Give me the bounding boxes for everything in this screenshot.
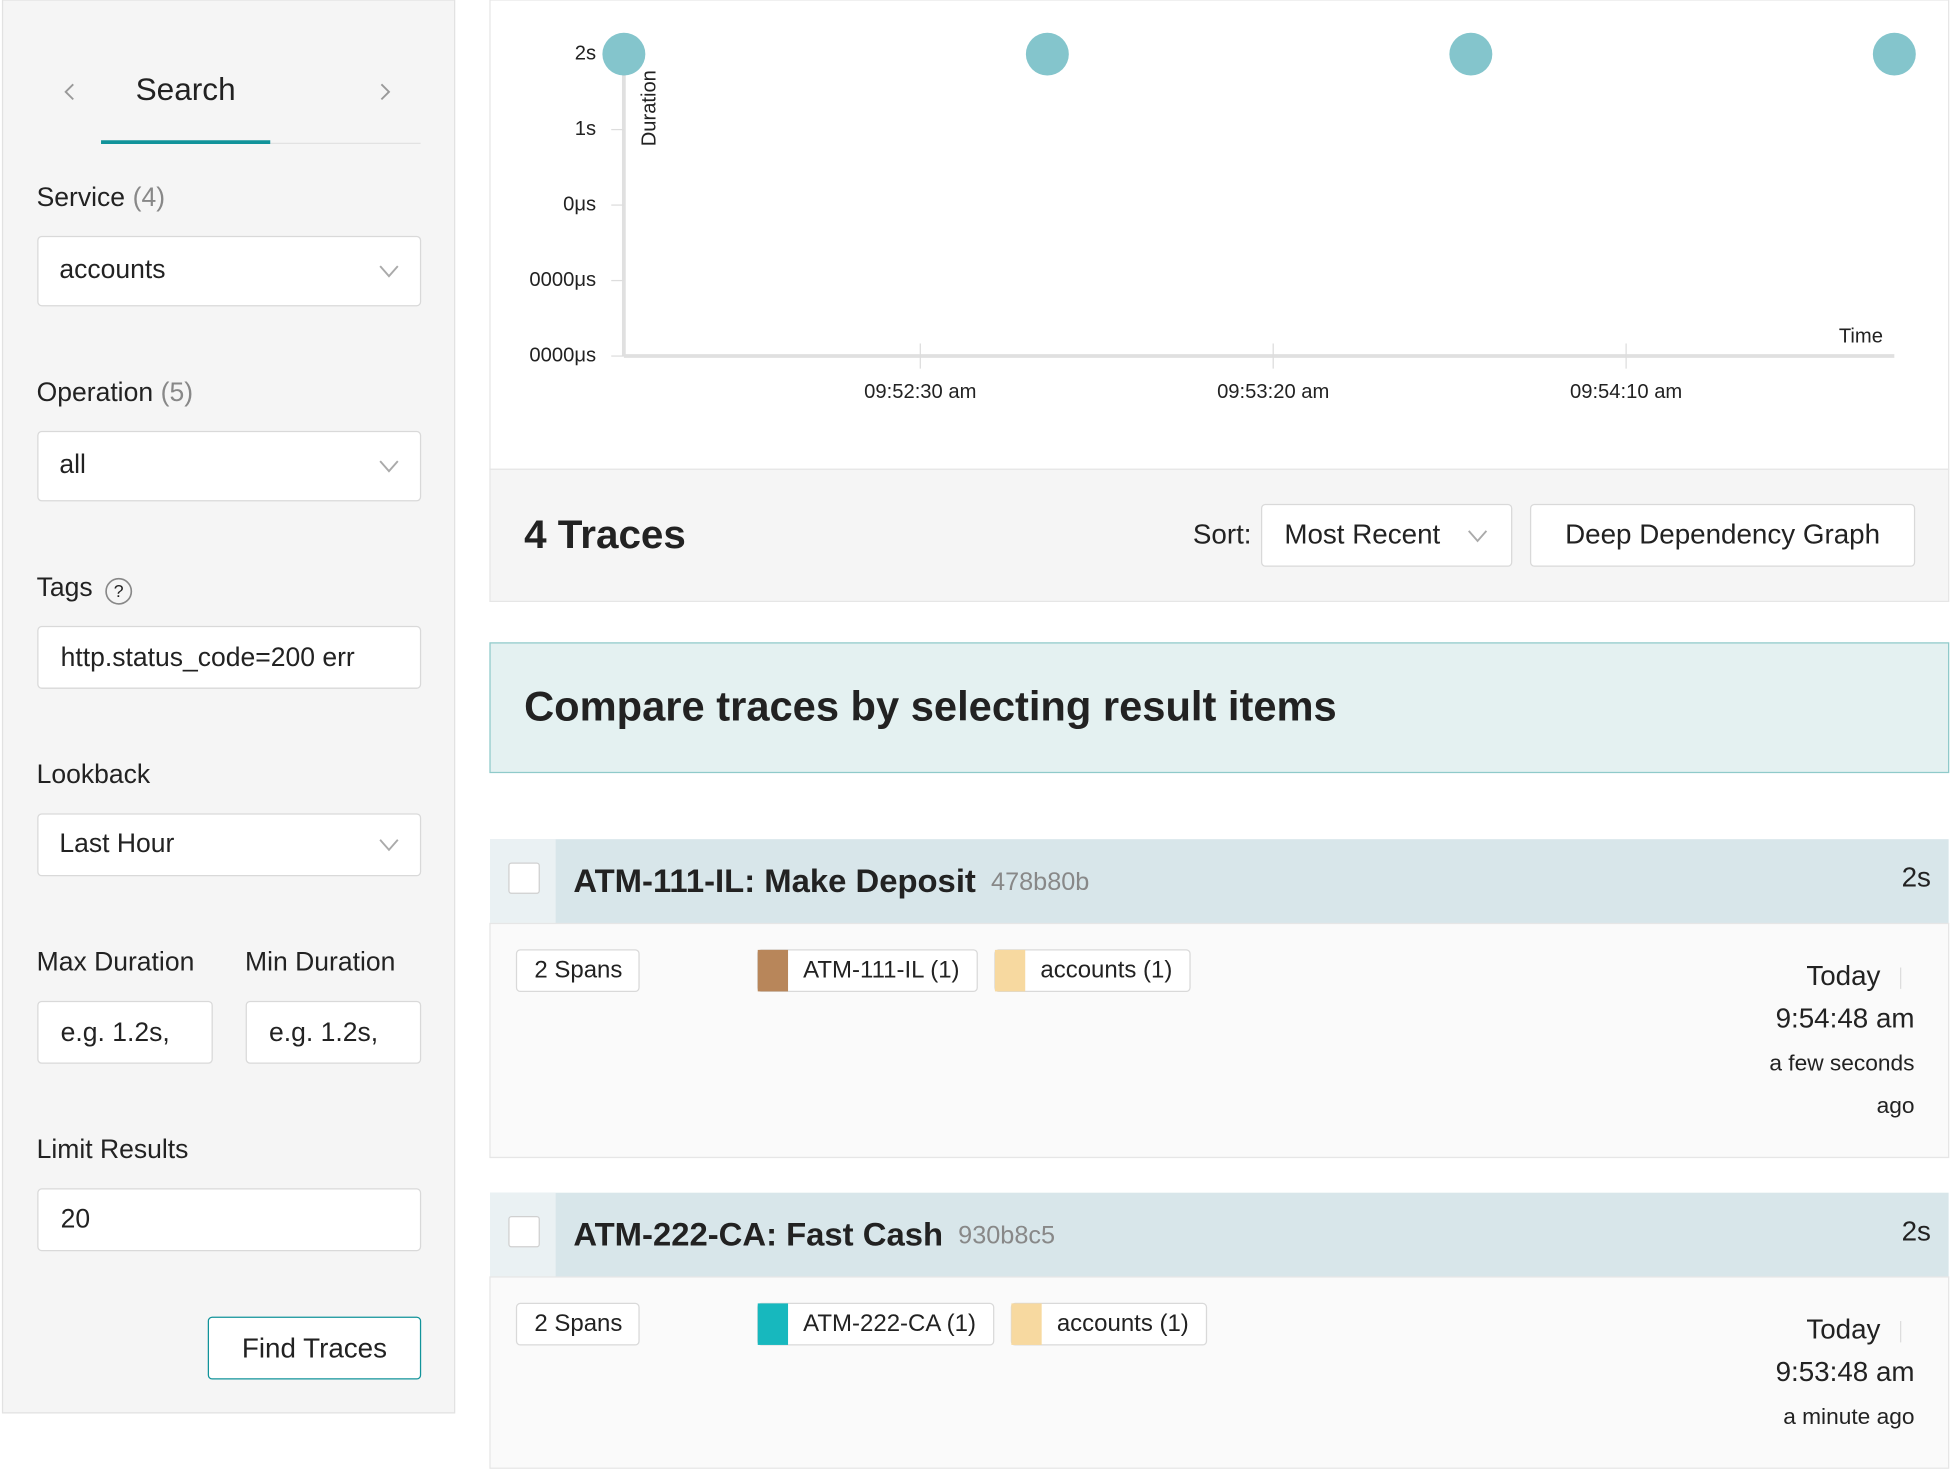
trace-date: Today [1806, 960, 1880, 991]
trace-id: 930b8c5 [958, 1221, 1055, 1249]
y-tick-label: 2s [575, 42, 596, 64]
y-tick-label: 0μs [563, 193, 596, 215]
trace-point[interactable] [602, 32, 646, 76]
limit-value: 20 [61, 1203, 91, 1233]
service-name: ATM-111-IL (1) [803, 957, 959, 984]
min-duration-input[interactable] [245, 1000, 422, 1064]
ddg-label: Deep Dependency Graph [1565, 518, 1880, 549]
trace-ago: ago [1877, 1092, 1915, 1118]
y-tick-label: 1s [575, 118, 596, 140]
trace-header[interactable] [490, 1192, 1949, 1277]
field-label: Tags [37, 572, 93, 602]
service-name: accounts (1) [1040, 957, 1172, 984]
span-count: 2 Spans [534, 957, 622, 984]
field-label: Min Duration [245, 947, 395, 977]
trace-body [489, 1276, 1950, 1469]
dropdown-arrow [1468, 530, 1488, 543]
select-value: accounts [59, 254, 165, 284]
trace-point[interactable] [1025, 32, 1069, 76]
traces-count: 4 Traces [524, 511, 686, 557]
sort-select[interactable] [1260, 503, 1513, 567]
trace-point[interactable] [1872, 32, 1916, 76]
y-tick-label: 0000μs [529, 269, 596, 291]
trace-title: ATM-222-CA: Fast Cash 930b8c5 [573, 1215, 1055, 1252]
trace-title: ATM-111-IL: Make Deposit 478b80b [573, 862, 1089, 899]
trace-time: 9:53:48 am [1776, 1356, 1915, 1387]
trace-point[interactable] [1449, 32, 1493, 76]
field-label: Service (4) [37, 182, 165, 212]
compare-banner [489, 642, 1950, 774]
label-count: (4) [133, 182, 165, 212]
field-label: Max Duration [37, 947, 195, 977]
sort-label: Sort: [1193, 518, 1252, 549]
placeholder: e.g. 1.2s, [61, 1017, 170, 1047]
trace-header[interactable] [490, 839, 1949, 924]
button-label: Find Traces [242, 1332, 387, 1363]
x-tick-label: 09:52:30 am [864, 381, 976, 403]
trace-ago: a minute ago [1783, 1403, 1914, 1429]
y-axis-title: Duration [639, 70, 661, 146]
compare-text: Compare traces by selecting result items [524, 683, 1337, 730]
service-color [1011, 1303, 1042, 1345]
label-count: (5) [161, 377, 193, 407]
limit-input[interactable] [37, 1188, 422, 1252]
x-tick-label: 09:53:20 am [1217, 381, 1329, 403]
sort-value: Most Recent [1284, 518, 1440, 549]
tags-input[interactable] [37, 625, 422, 689]
help-icon [105, 577, 133, 605]
trace-checkbox[interactable] [508, 1215, 540, 1248]
select-box[interactable] [37, 813, 422, 877]
sidebar [1, 0, 456, 1414]
select-value: Last Hour [59, 828, 174, 858]
tab-search: Search [136, 71, 236, 107]
field-label: Lookback [37, 759, 151, 789]
trace-id: 478b80b [991, 868, 1089, 896]
ddg-button[interactable] [1529, 503, 1916, 567]
title-text: ATM-111-IL: Make Deposit [573, 862, 976, 899]
dropdown-arrow [379, 839, 399, 852]
span-count-tag [515, 949, 640, 993]
x-tick-label: 09:54:10 am [1570, 381, 1682, 403]
tab-next[interactable] [380, 83, 391, 101]
tab-prev[interactable] [64, 83, 74, 101]
service-name: accounts (1) [1057, 1310, 1189, 1337]
label-text: Service [37, 182, 125, 212]
y-tick-label: 0000μs [529, 344, 596, 366]
trace-time: 9:54:48 am [1776, 1003, 1915, 1034]
trace-duration: 2s [1902, 1215, 1931, 1246]
trace-checkbox[interactable] [508, 862, 540, 894]
find-traces-button[interactable] [207, 1316, 422, 1380]
placeholder: e.g. 1.2s, [269, 1017, 378, 1047]
trace-duration: 2s [1902, 862, 1931, 893]
max-duration-input[interactable] [37, 1000, 213, 1064]
field-label: Limit Results [37, 1134, 189, 1164]
trace-body [489, 922, 1950, 1159]
service-name: ATM-222-CA (1) [803, 1310, 976, 1337]
select-value: all [59, 449, 86, 479]
dropdown-arrow [379, 460, 399, 473]
service-color [757, 949, 789, 992]
trace-ago: a few seconds [1769, 1049, 1914, 1075]
dropdown-arrow [379, 265, 399, 278]
service-color [994, 949, 1026, 992]
span-count-tag [515, 1302, 640, 1346]
help-mark: ? [114, 581, 124, 601]
label-text: Operation [37, 377, 153, 407]
trace-date: Today [1806, 1313, 1880, 1344]
tags-placeholder: http.status_code=200 err [61, 642, 355, 672]
select-box[interactable] [37, 235, 422, 307]
span-count: 2 Spans [534, 1310, 622, 1337]
field-label: Operation (5) [37, 377, 193, 407]
x-axis-title: Time [1839, 326, 1883, 348]
service-color [757, 1303, 789, 1345]
chart-panel [489, 0, 1950, 470]
title-text: ATM-222-CA: Fast Cash [573, 1215, 943, 1252]
select-box[interactable] [37, 430, 422, 502]
